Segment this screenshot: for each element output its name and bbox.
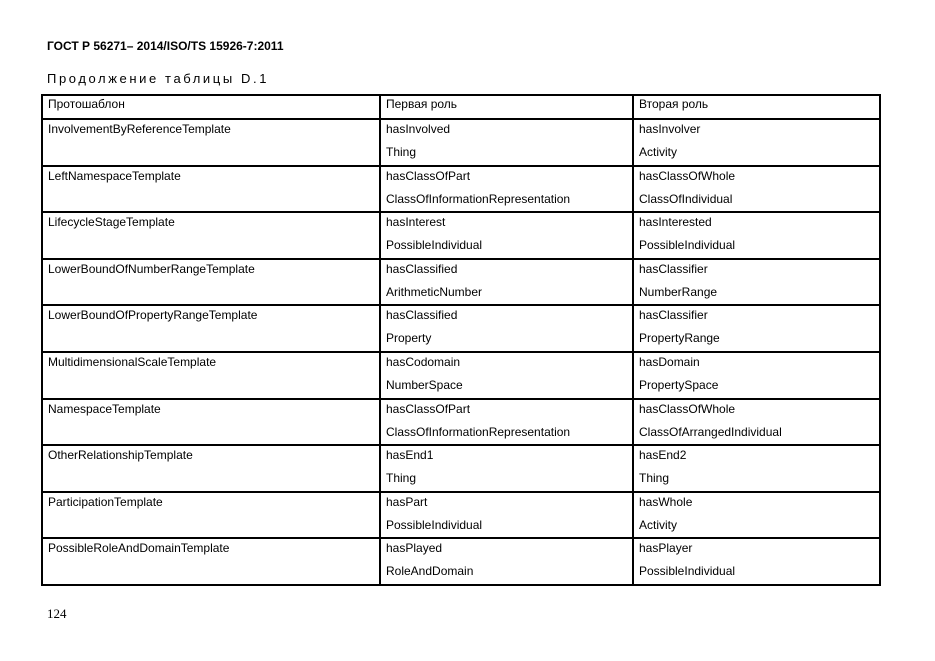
role-type: ArithmeticNumber	[386, 284, 483, 299]
template-name: LowerBoundOfPropertyRangeTemplate	[48, 308, 258, 323]
role-type: ClassOfInformationRepresentation	[386, 191, 571, 206]
role1-cell: hasInterest PossibleIndividual	[379, 211, 634, 260]
role-type: Thing	[386, 145, 417, 159]
template-cell: LowerBoundOfNumberRangeTemplate	[41, 257, 381, 307]
role2-cell: hasWhole Activity	[632, 490, 881, 540]
template-cell: LeftNamespaceTemplate	[41, 164, 381, 214]
template-name: InvolvementByReferenceTemplate	[48, 122, 231, 136]
role-name: hasClassOfWhole	[639, 401, 736, 416]
role2-cell: hasClassOfWhole ClassOfIndividual	[632, 164, 881, 214]
table-row: LifecycleStageTemplate hasInterest Possibl…	[41, 211, 881, 260]
table-row: PossibleRoleAndDomainTemplate hasPlayed Ro…	[41, 537, 881, 586]
role2-cell: hasPlayer PossibleIndividual	[632, 537, 881, 586]
template-cell: LowerBoundOfPropertyRangeTemplate	[41, 304, 381, 353]
template-cell: OtherRelationshipTemplate	[41, 444, 381, 493]
role-type: ClassOfArrangedIndividual	[639, 424, 782, 439]
page-number: 124	[47, 606, 67, 621]
table-row: ParticipationTemplate hasPart PossibleIndi…	[41, 490, 881, 540]
role-type: PossibleIndividual	[639, 564, 736, 579]
template-cell: LifecycleStageTemplate	[41, 211, 381, 260]
role-name: hasClassOfPart	[386, 168, 471, 183]
role-type: PossibleIndividual	[386, 517, 483, 532]
role-type: RoleAndDomain	[386, 564, 474, 579]
template-cell: NamespaceTemplate	[41, 397, 381, 447]
table-row: OtherRelationshipTemplate hasEnd1 Thing has…	[41, 444, 881, 493]
role1-cell: hasClassified Property	[379, 304, 634, 353]
template-cell: ParticipationTemplate	[41, 490, 381, 540]
role-name: hasInvolver	[639, 122, 701, 136]
role-name: hasPlayed	[386, 541, 443, 556]
role-type: Thing	[639, 471, 670, 486]
column-header: Протошаблон	[41, 94, 381, 120]
role-type: Activity	[639, 145, 678, 159]
table-caption: Продолжение таблицы D.1	[47, 71, 270, 86]
role-type: Activity	[639, 517, 678, 532]
template-name: NamespaceTemplate	[48, 401, 161, 416]
role-type: PossibleIndividual	[386, 238, 483, 253]
role-type: NumberSpace	[386, 377, 463, 392]
table-row: LowerBoundOfNumberRangeTemplate hasClassi…	[41, 257, 881, 307]
role-type: PossibleIndividual	[639, 238, 736, 253]
role-name: hasDomain	[639, 354, 700, 369]
role1-cell: hasPart PossibleIndividual	[379, 490, 634, 540]
role-name: hasClassOfWhole	[639, 168, 736, 183]
role1-cell: hasClassOfPart ClassOfInformationRepresen…	[379, 397, 634, 447]
role-name: hasClassifier	[639, 308, 708, 323]
role1-cell: hasClassOfPart ClassOfInformationRepresen…	[379, 164, 634, 214]
role-name: hasClassifier	[639, 261, 708, 276]
templates-table: Протошаблон Первая роль Вторая роль Invo…	[41, 94, 881, 586]
table-row: LowerBoundOfPropertyRangeTemplate hasClas…	[41, 304, 881, 353]
table-row: NamespaceTemplate hasClassOfPart ClassOfIn…	[41, 397, 881, 447]
role1-cell: hasEnd1 Thing	[379, 444, 634, 493]
role-type: PropertyRange	[639, 331, 720, 346]
template-name: PossibleRoleAndDomainTemplate	[48, 541, 230, 556]
role-type: Thing	[386, 471, 417, 486]
role-name: hasClassified	[386, 308, 458, 323]
role1-cell: hasPlayed RoleAndDomain	[379, 537, 634, 586]
template-name: LowerBoundOfNumberRangeTemplate	[48, 261, 255, 276]
template-name: LeftNamespaceTemplate	[48, 168, 181, 183]
template-cell: PossibleRoleAndDomainTemplate	[41, 537, 381, 586]
role-name: hasClassified	[386, 261, 458, 276]
role-name: hasWhole	[639, 494, 693, 509]
role-name: hasInvolved	[386, 122, 451, 136]
column-header: Вторая роль	[632, 94, 881, 120]
column-header: Первая роль	[379, 94, 634, 120]
template-name: OtherRelationshipTemplate	[48, 448, 193, 463]
role2-cell: hasClassifier NumberRange	[632, 257, 881, 307]
role1-cell: hasClassified ArithmeticNumber	[379, 257, 634, 307]
role-type: ClassOfInformationRepresentation	[386, 424, 571, 439]
role-type: PropertySpace	[639, 377, 719, 392]
template-cell: InvolvementByReferenceTemplate	[41, 118, 381, 167]
role2-cell: hasClassifier PropertyRange	[632, 304, 881, 353]
role1-cell: hasInvolved Thing	[379, 118, 634, 167]
role-name: hasEnd1	[386, 448, 434, 463]
role-name: hasClassOfPart	[386, 401, 471, 416]
role2-cell: hasEnd2 Thing	[632, 444, 881, 493]
role1-cell: hasCodomain NumberSpace	[379, 350, 634, 400]
role2-cell: hasInterested PossibleIndividual	[632, 211, 881, 260]
role2-cell: hasInvolver Activity	[632, 118, 881, 167]
role-name: hasEnd2	[639, 448, 687, 463]
role2-cell: hasClassOfWhole ClassOfArrangedIndividual	[632, 397, 881, 447]
table-row: InvolvementByReferenceTemplate hasInvolve…	[41, 118, 881, 167]
role-name: hasPlayer	[639, 541, 693, 556]
table-header-row: Протошаблон Первая роль Вторая роль	[41, 94, 881, 120]
role-name: hasPart	[386, 494, 428, 509]
role-type: Property	[386, 331, 432, 346]
role-name: hasInterested	[639, 215, 712, 230]
table-row: LeftNamespaceTemplate hasClassOfPart Class…	[41, 164, 881, 214]
template-name: ParticipationTemplate	[48, 494, 163, 509]
template-name: LifecycleStageTemplate	[48, 215, 175, 230]
role-type: NumberRange	[639, 284, 718, 299]
template-name: MultidimensionalScaleTemplate	[48, 354, 217, 369]
role-name: hasCodomain	[386, 354, 461, 369]
template-cell: MultidimensionalScaleTemplate	[41, 350, 381, 400]
table-row: MultidimensionalScaleTemplate hasCodomain…	[41, 350, 881, 400]
document-title: ГОСТ Р 56271– 2014/ISO/TS 15926-7:2011	[47, 39, 284, 53]
role-type: ClassOfIndividual	[639, 191, 733, 206]
role2-cell: hasDomain PropertySpace	[632, 350, 881, 400]
role-name: hasInterest	[386, 215, 446, 230]
